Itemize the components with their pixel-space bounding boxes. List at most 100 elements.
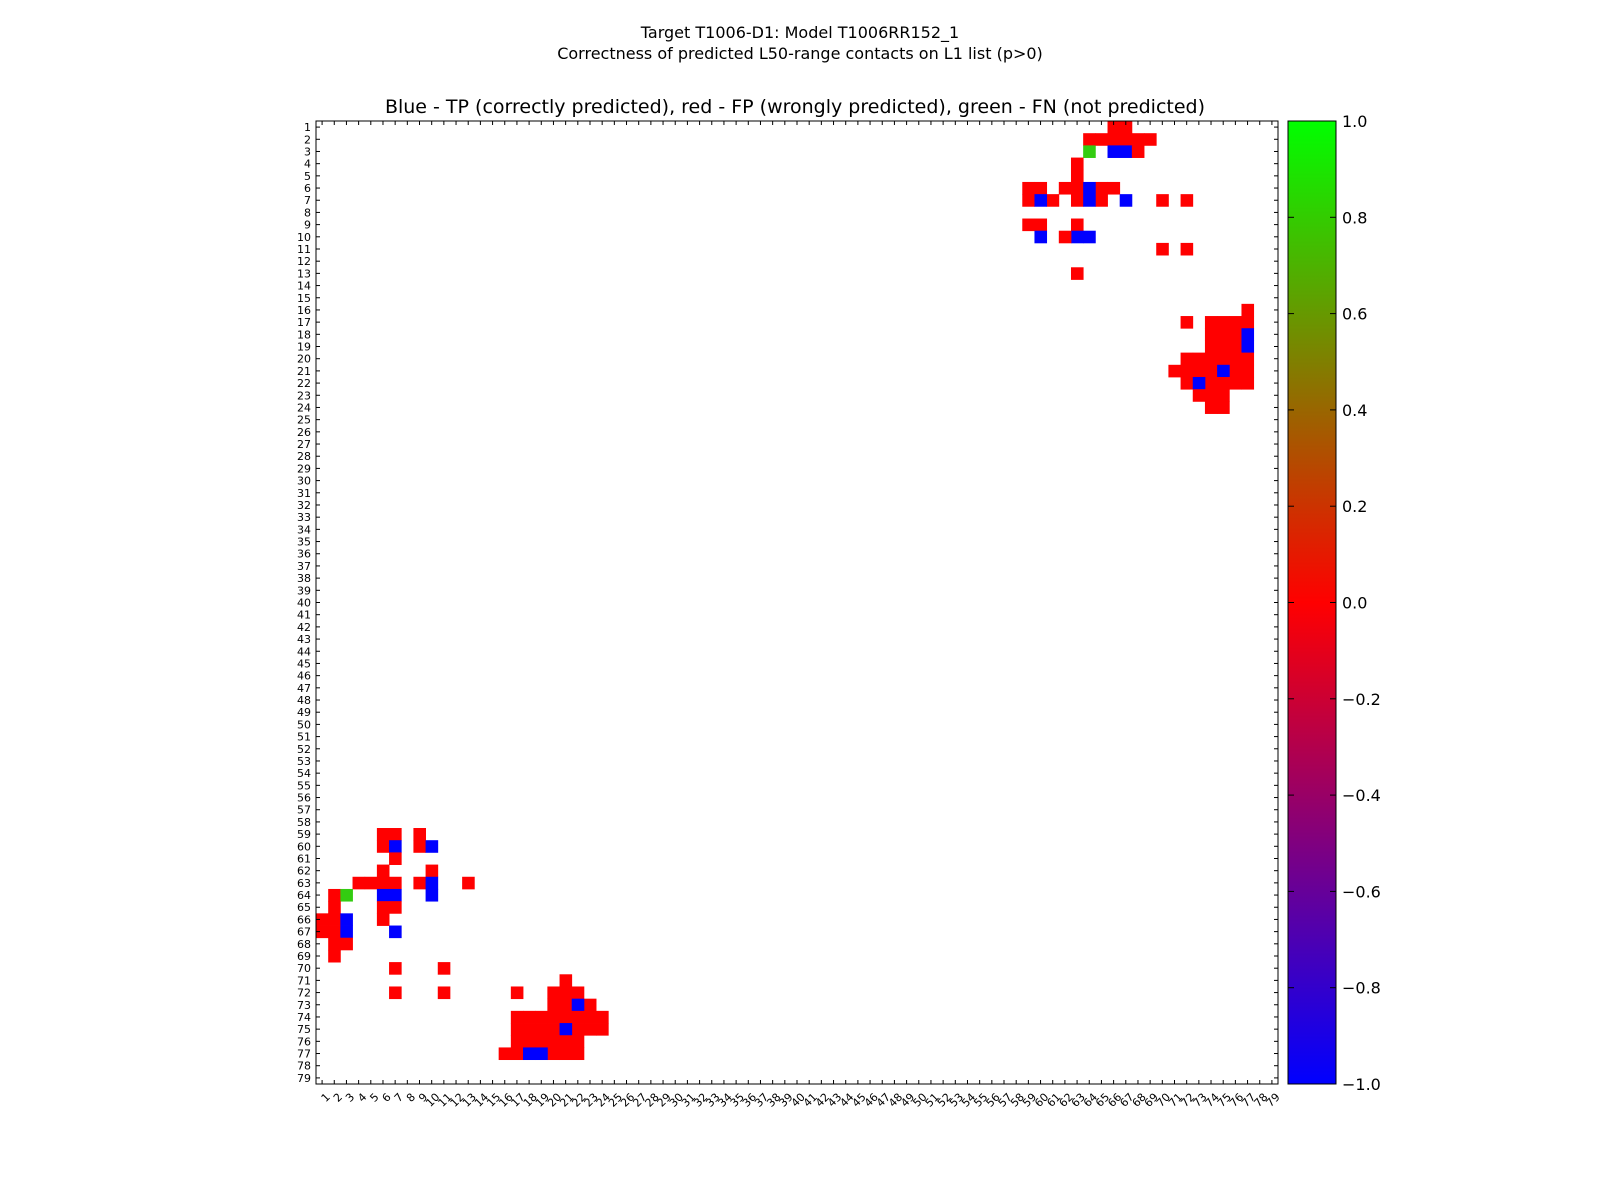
contact-cell-fp [1241,364,1255,378]
y-tick-label: 45 [297,657,311,670]
contact-cell-fp [389,986,402,1000]
contact-cell-fp [376,840,390,853]
y-tick-label: 55 [297,779,311,792]
contact-cell-fp [571,1010,585,1024]
colorbar-tick-label: −0.8 [1342,979,1381,998]
y-tick-label: 36 [297,548,311,561]
y-tick-label: 19 [297,341,311,354]
y-tick-label: 15 [297,292,311,305]
y-tick-label: 13 [297,267,311,280]
y-tick-label: 66 [297,913,311,926]
x-tick-label: 7 [392,1091,406,1105]
y-tick-label: 74 [297,1011,311,1024]
y-tick-label: 21 [297,365,311,378]
contact-cell-tp [425,888,439,902]
y-tick-label: 31 [297,487,311,500]
y-tick-label: 56 [297,792,311,805]
y-tick-label: 26 [297,426,311,439]
contact-cell-fp [1192,389,1206,402]
contact-cell-fp [1204,328,1218,341]
contact-cell-fp [583,1010,597,1024]
y-tick-label: 44 [297,645,311,658]
y-tick-label: 22 [297,377,311,390]
contact-cell-fp [1217,340,1230,354]
contact-cell-tp [425,876,439,890]
y-tick-label: 4 [304,158,311,171]
figure-title-line2: Correctness of predicted L50-range conta… [557,44,1043,63]
contact-cell-fp [571,1035,585,1048]
x-tick-label: 1 [319,1091,333,1105]
y-tick-label: 46 [297,670,311,683]
contact-cell-fn [1083,145,1096,158]
y-tick-label: 54 [297,767,311,780]
contact-cell-fp [510,1047,524,1061]
contact-cell-tp [1034,230,1048,244]
contact-cell-fp [1241,303,1255,317]
colorbar-tick-label: 0.6 [1342,305,1367,324]
contact-cell-fp [547,1010,560,1024]
contact-cell-fp [1022,218,1035,232]
contact-cell-fp [413,840,426,853]
contact-cell-fp [498,1047,512,1061]
x-tick-label: 3 [343,1091,357,1105]
y-tick-label: 60 [297,840,311,853]
y-tick-label: 49 [297,706,311,719]
y-tick-label: 58 [297,816,311,829]
contact-cell-fp [1095,181,1108,195]
contact-cell-fp [376,913,390,926]
contact-cell-fp [316,913,329,926]
y-tick-label: 76 [297,1035,311,1048]
y-tick-label: 43 [297,633,311,646]
contact-cell-tp [559,1023,573,1036]
contact-cell-fp [559,998,573,1012]
y-tick-label: 41 [297,609,311,622]
contact-cell-tp [425,840,439,853]
contact-cell-tp [340,925,353,939]
contact-cell-fn [340,888,353,902]
contact-cell-fp [1217,352,1230,366]
heatmap-cells [316,121,1255,1061]
contact-cell-fp [1058,230,1072,244]
contact-cell-fp [1107,133,1121,146]
contact-cell-fp [425,864,439,878]
y-tick-label: 10 [297,231,311,244]
contact-cell-tp [1083,230,1096,244]
plot-background [316,121,1278,1084]
contact-cell-fp [559,1047,573,1061]
y-tick-label: 64 [297,889,311,902]
contact-cell-fp [1204,340,1218,354]
contact-cell-fp [535,1010,548,1024]
contact-cell-fp [1192,352,1206,366]
plot-area [315,120,1279,1085]
contact-cell-fp [547,1023,560,1036]
y-tick-label: 20 [297,353,311,366]
contact-cell-tp [1070,230,1084,244]
y-tick-label: 25 [297,414,311,427]
y-tick-label: 27 [297,438,311,451]
contact-cell-fp [1034,218,1048,232]
x-axis-tick-labels: 1234567891011121314151617181920212223242… [319,1091,1283,1110]
y-tick-label: 34 [297,523,311,536]
y-tick-label: 72 [297,987,311,1000]
y-tick-label: 62 [297,865,311,878]
y-tick-label: 17 [297,316,311,329]
contact-cell-fp [510,1035,524,1048]
contact-cell-fp [583,1023,597,1036]
colorbar-tick-label: 0.2 [1342,497,1367,516]
contact-cell-tp [1107,145,1121,158]
contact-cell-fp [559,986,573,1000]
contact-cell-fp [389,901,402,914]
contact-cell-fp [1131,145,1145,158]
y-tick-label: 24 [297,401,311,414]
contact-cell-fp [1070,267,1084,280]
y-tick-label: 35 [297,536,311,549]
contact-cell-fp [413,828,426,841]
colorbar-ticks: 1.0 0.8 0.6 0.4 0.2 0.0 −0.2 −0.4 −0.6 −0.8 −1.0 [1288,112,1381,1094]
y-tick-label: 69 [297,950,311,963]
contact-cell-fp [1204,401,1218,414]
contact-cell-fp [1217,316,1230,329]
y-tick-label: 77 [297,1048,311,1061]
contact-cell-fp [389,852,402,865]
contact-cell-fp [510,986,524,1000]
contact-cell-fp [547,1047,560,1061]
